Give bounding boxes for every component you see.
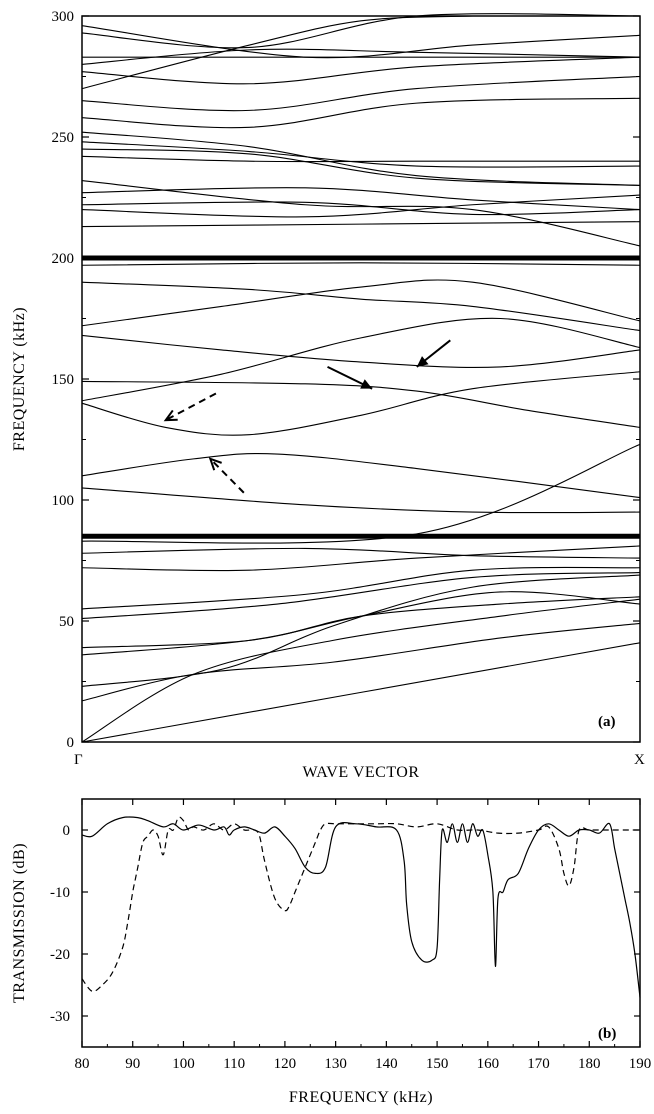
panel-a-bold-lines bbox=[82, 255, 640, 539]
b-x-tick-label-90: 90 bbox=[125, 1056, 140, 1072]
panel-b-y-ticks: 0 -10 -20 -30 bbox=[50, 823, 640, 1025]
band-line-22 bbox=[81, 201, 641, 216]
band-line-35 bbox=[81, 25, 641, 59]
arrow-3 bbox=[208, 457, 245, 494]
panel-a-y-ticks: 0 50 100 150 200 250 300 bbox=[52, 9, 640, 751]
arrow-2 bbox=[163, 392, 217, 422]
band-line-0 bbox=[81, 642, 641, 743]
b-y-tick-label--30: -30 bbox=[50, 1009, 70, 1025]
b-x-tick-label-180: 180 bbox=[578, 1056, 601, 1072]
y-tick-label-150: 150 bbox=[52, 372, 75, 388]
band-line-11 bbox=[81, 487, 641, 514]
band-line-23 bbox=[81, 187, 641, 211]
panel-b-tag: (b) bbox=[598, 1026, 616, 1042]
band-line-5 bbox=[81, 596, 641, 649]
band-line-12 bbox=[81, 453, 641, 499]
band-line-1 bbox=[81, 598, 641, 743]
band-line-17 bbox=[81, 279, 641, 327]
panel-b-x-ticks: 80 90 100 110 120 130 140 150 160 170 180 190 bbox=[75, 799, 652, 1072]
b-x-tick-label-170: 170 bbox=[527, 1056, 550, 1072]
band-line-18 bbox=[81, 281, 641, 332]
panel-b-x-axis-label: FREQUENCY (kHz) bbox=[289, 1089, 433, 1106]
b-x-tick-label-120: 120 bbox=[274, 1056, 297, 1072]
band-line-6 bbox=[81, 572, 641, 620]
band-line-2 bbox=[81, 622, 641, 702]
b-x-tick-label-140: 140 bbox=[375, 1056, 398, 1072]
band-line-30 bbox=[81, 75, 641, 112]
band-line-7 bbox=[81, 566, 641, 610]
transmission-solid-line bbox=[81, 816, 641, 998]
band-line-13 bbox=[81, 371, 641, 436]
band-line-16 bbox=[81, 334, 641, 368]
y-tick-label-50: 50 bbox=[59, 614, 74, 630]
x-tick-label-0: Γ bbox=[74, 752, 83, 768]
band-line-31 bbox=[81, 56, 641, 85]
band-line-9 bbox=[81, 547, 641, 559]
panel-b-series bbox=[81, 816, 641, 998]
band-line-32 bbox=[81, 48, 641, 65]
panel-a-bands bbox=[81, 13, 641, 743]
band-line-14 bbox=[81, 380, 641, 428]
band-line-8 bbox=[81, 545, 641, 572]
x-tick-label-1: X bbox=[634, 752, 645, 768]
b-x-tick-label-150: 150 bbox=[426, 1056, 449, 1072]
b-x-tick-label-100: 100 bbox=[172, 1056, 195, 1072]
band-line-21 bbox=[81, 194, 641, 218]
band-line-27 bbox=[81, 141, 641, 168]
b-y-tick-label--20: -20 bbox=[50, 947, 70, 963]
band-line-20 bbox=[81, 221, 641, 228]
b-x-tick-label-80: 80 bbox=[75, 1056, 90, 1072]
band-line-34 bbox=[81, 13, 641, 49]
band-line-25 bbox=[81, 155, 640, 163]
panel-b-y-axis-label: TRANSMISSION (dB) bbox=[11, 843, 28, 1003]
band-line-36 bbox=[81, 15, 473, 90]
band-line-26 bbox=[81, 148, 641, 186]
b-x-tick-label-110: 110 bbox=[223, 1056, 245, 1072]
b-x-tick-label-130: 130 bbox=[324, 1056, 347, 1072]
arrow-1 bbox=[416, 339, 451, 368]
arrow-0 bbox=[327, 366, 373, 390]
b-x-tick-label-190: 190 bbox=[629, 1056, 652, 1072]
transmission-dashed-line bbox=[81, 816, 640, 992]
y-tick-label-100: 100 bbox=[52, 493, 75, 509]
panel-a-tag: (a) bbox=[598, 714, 616, 730]
panel-a-arrows bbox=[163, 339, 451, 494]
y-tick-label-300: 300 bbox=[52, 9, 75, 25]
band-line-15 bbox=[81, 317, 641, 402]
band-line-3 bbox=[81, 574, 641, 687]
band-line-29 bbox=[81, 97, 641, 129]
b-y-tick-label-0: 0 bbox=[63, 823, 71, 839]
y-tick-label-0: 0 bbox=[67, 735, 75, 751]
band-line-10 bbox=[81, 443, 641, 544]
panel-b-frame bbox=[81, 798, 641, 1048]
band-line-19 bbox=[81, 262, 641, 266]
panel-b-transmission: 0 -10 -20 -30 80 90 100 110 120 130 140 150 160 170 1… bbox=[11, 798, 652, 1106]
panel-a-y-axis-label: FREQUENCY (kHz) bbox=[11, 307, 28, 451]
y-tick-label-200: 200 bbox=[52, 251, 75, 267]
b-x-tick-label-160: 160 bbox=[477, 1056, 500, 1072]
panel-a-x-axis-label: WAVE VECTOR bbox=[302, 764, 419, 781]
band-line-24 bbox=[81, 180, 641, 247]
band-line-28 bbox=[81, 131, 641, 186]
b-y-tick-label--10: -10 bbox=[50, 885, 70, 901]
y-tick-label-250: 250 bbox=[52, 130, 75, 146]
